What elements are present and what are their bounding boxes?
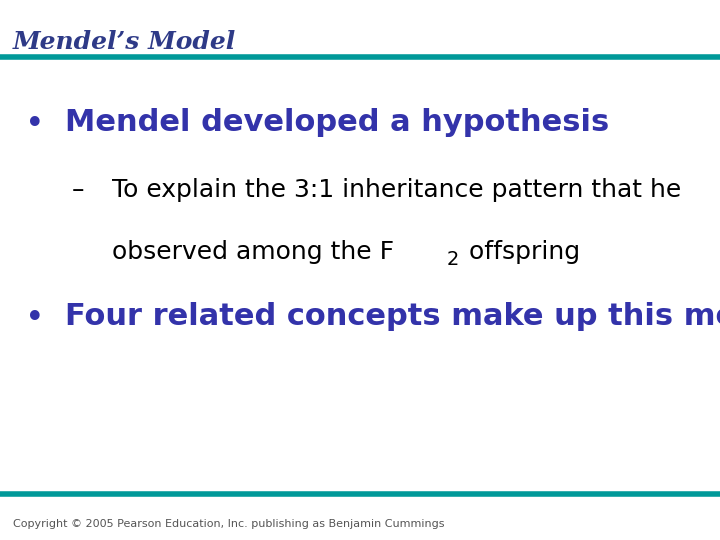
Text: observed among the F: observed among the F [112, 240, 394, 264]
Text: Mendel’s Model: Mendel’s Model [13, 30, 236, 53]
Text: –: – [72, 178, 84, 202]
Text: Mendel developed a hypothesis: Mendel developed a hypothesis [65, 108, 609, 137]
Text: offspring: offspring [461, 240, 580, 264]
Text: 2: 2 [446, 250, 459, 269]
Text: Copyright © 2005 Pearson Education, Inc. publishing as Benjamin Cummings: Copyright © 2005 Pearson Education, Inc.… [13, 519, 444, 530]
Text: •: • [25, 108, 45, 141]
Text: To explain the 3:1 inheritance pattern that he: To explain the 3:1 inheritance pattern t… [112, 178, 681, 202]
Text: •: • [25, 302, 45, 335]
Text: Four related concepts make up this model: Four related concepts make up this model [65, 302, 720, 332]
